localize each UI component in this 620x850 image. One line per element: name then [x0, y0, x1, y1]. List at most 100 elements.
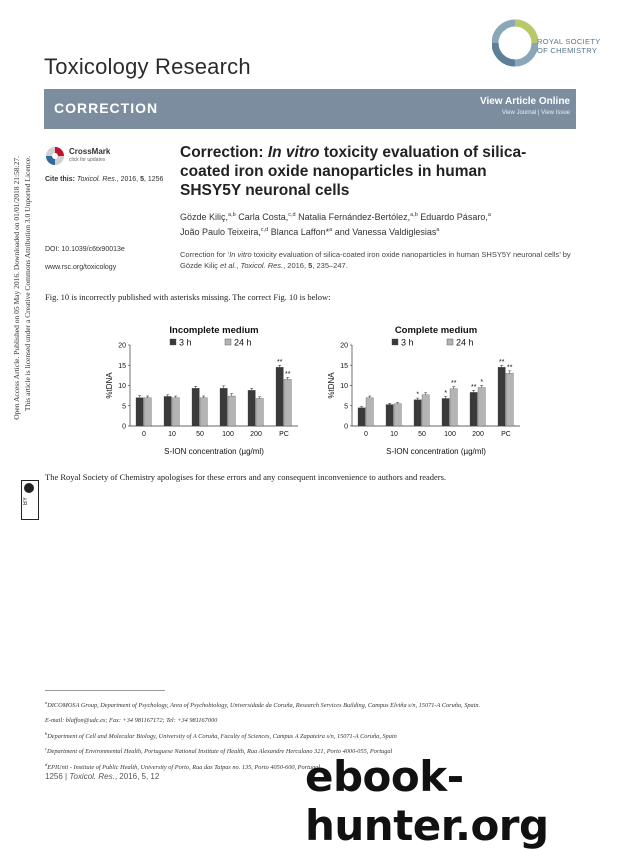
crossmark-subtitle: click for updates	[69, 157, 106, 163]
doi[interactable]: DOI: 10.1039/c6tx90013e	[45, 246, 125, 253]
legend-swatch	[169, 338, 177, 346]
affiliation-mark: d	[45, 761, 48, 767]
bar	[357, 407, 366, 427]
bar	[441, 398, 450, 427]
cite-label: Cite this:	[45, 176, 75, 183]
bar	[199, 397, 208, 427]
footnote-divider	[45, 690, 165, 691]
correction-for-text: , 235–247.	[312, 261, 348, 270]
x-axis-label: S-ION concentration (µg/ml)	[386, 447, 486, 456]
correction-for-text: toxicity evaluation of silica-coated iro…	[180, 250, 571, 270]
crossmark-icon	[46, 147, 64, 165]
journal-url[interactable]: www.rsc.org/toxicology	[45, 264, 117, 271]
x-tick-label: PC	[279, 431, 289, 438]
x-tick-label: 100	[222, 431, 234, 438]
rsc-logo-line1: ROYAL SOCIETY	[537, 37, 601, 46]
y-tick-label: 5	[122, 403, 126, 410]
figure-10: Incomplete medium 3 h 24 h 0 5 10 15 20 %tDNA 0 10…	[105, 325, 520, 456]
legend-swatch	[224, 338, 232, 346]
affiliation-text: EPIUnit - Institute of Public Health, Un…	[47, 763, 321, 771]
page-footer: 1256 | Toxicol. Res., 2016, 5, 12	[45, 772, 159, 781]
legend-label: 3 h	[179, 338, 192, 348]
legend-label: 3 h	[401, 338, 414, 348]
y-tick-label: 20	[340, 343, 348, 350]
crossmark-badge[interactable]: CrossMark click for updates	[45, 145, 125, 167]
x-tick-label: 10	[168, 431, 176, 438]
title-italic: In vitro	[267, 144, 320, 161]
affiliation-item: E-mail: blaffon@udc.es; Fax: +34 9811671…	[45, 712, 585, 727]
cite-volume: 5	[140, 176, 144, 183]
y-axis-label: %tDNA	[327, 372, 336, 399]
author[interactable]: João Paulo Teixeira,	[180, 227, 261, 237]
x-tick-label: 100	[444, 431, 456, 438]
author-affiliation: a	[436, 227, 440, 233]
legend-label: 24 h	[234, 338, 252, 348]
correction-notice: Fig. 10 is incorrectly published with as…	[45, 292, 331, 302]
bar	[477, 387, 486, 427]
cc-by-badge[interactable]: BY	[21, 480, 39, 520]
cc-by-label: BY	[23, 497, 29, 506]
x-tick-label: 0	[364, 431, 368, 438]
affiliation-mark: b	[45, 730, 48, 736]
affiliation-mark: c	[45, 746, 47, 752]
rsc-logo-line2: OF CHEMISTRY	[537, 46, 598, 55]
author[interactable]: Blanca Laffon*	[268, 227, 330, 237]
affiliation-text: Department of Environmental Health, Port…	[47, 748, 393, 756]
bar	[469, 392, 478, 427]
y-tick-label: 15	[340, 363, 348, 370]
author[interactable]: Carla Costa,	[235, 212, 289, 222]
y-axis-label: %tDNA	[105, 372, 114, 399]
bar	[283, 379, 292, 427]
affiliation-text: DICOMOSA Group, Department of Psychology…	[47, 702, 481, 710]
cite-pages: , 1256	[143, 176, 164, 183]
footer-citation: , 2016, 5, 12	[114, 772, 160, 781]
significance-mark: **	[507, 364, 513, 371]
author-affiliation: a,b	[410, 212, 418, 218]
x-tick-label: 0	[142, 431, 146, 438]
y-tick-label: 10	[340, 383, 348, 390]
licence-line[interactable]: This article is licensed under a Creativ…	[23, 156, 32, 412]
bar	[191, 388, 200, 427]
significance-mark: **	[285, 371, 291, 378]
bar	[275, 367, 284, 427]
open-access-sidebar: Open Access Article. Published on 05 May…	[0, 156, 32, 516]
bar	[449, 388, 458, 427]
title-rest: toxicity evaluation of silica-coated iro…	[180, 144, 527, 199]
significance-mark: *	[480, 379, 483, 386]
correction-for-note: Correction for ‘In vitro toxicity evalua…	[180, 249, 580, 271]
bar	[393, 403, 402, 427]
page-number: 1256	[45, 772, 63, 781]
footer-separator: |	[62, 772, 70, 781]
rsc-logo-icon	[491, 19, 539, 67]
watermark: ebook-hunter.org	[305, 752, 549, 850]
author[interactable]: and Vanessa Valdiglesias	[332, 227, 437, 237]
affiliation-item: bDepartment of Cell and Molecular Biolog…	[45, 728, 585, 743]
bar	[227, 395, 236, 427]
legend-swatch	[446, 338, 454, 346]
view-journal-issue-links[interactable]: View Journal | View Issue	[501, 110, 570, 116]
rsc-logo[interactable]: ROYAL SOCIETY OF CHEMISTRY	[491, 18, 612, 78]
affiliation-item: aDICOMOSA Group, Department of Psycholog…	[45, 697, 585, 712]
legend-swatch	[391, 338, 399, 346]
correction-for-text: , 2016,	[283, 261, 309, 270]
author-list: Gözde Kiliç, a,b Carla Costa,c,d Natalia …	[180, 209, 560, 239]
correction-for-etal: et al.	[220, 261, 237, 270]
cc-icon	[24, 483, 34, 493]
x-axis-label: S-ION concentration (µg/ml)	[164, 447, 264, 456]
x-tick-label: 50	[196, 431, 204, 438]
affiliations: aDICOMOSA Group, Department of Psycholog…	[45, 697, 585, 774]
title-prefix: Correction:	[180, 144, 268, 161]
bar	[497, 367, 506, 427]
y-tick-label: 0	[344, 424, 348, 431]
view-article-online-link[interactable]: View Article Online	[479, 96, 570, 107]
bar	[421, 394, 430, 427]
chart-title: Complete medium	[395, 325, 477, 336]
author[interactable]: Gözde Kiliç,	[180, 212, 229, 222]
bar	[163, 396, 172, 427]
author-affiliation: a	[487, 212, 491, 218]
correction-for-text: Correction for ‘	[180, 250, 230, 259]
author[interactable]: Natalia Fernández-Bertólez,	[295, 212, 411, 222]
correction-for-journal: Toxicol. Res.	[240, 261, 284, 270]
author-affiliation: c,d	[288, 212, 296, 218]
author[interactable]: Eduardo Pásaro,	[417, 212, 488, 222]
